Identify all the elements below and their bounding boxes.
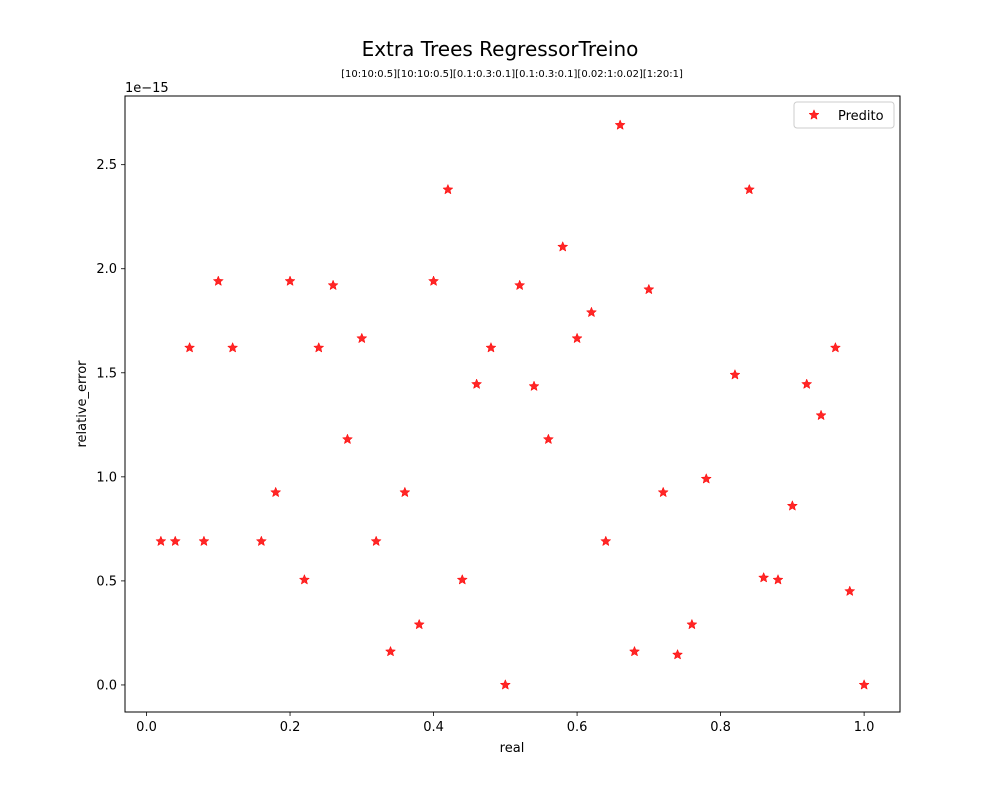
data-point-star xyxy=(643,283,655,295)
data-point-star xyxy=(844,585,856,597)
x-tick-label: 1.0 xyxy=(854,720,875,735)
data-point-star xyxy=(557,241,569,252)
data-point-star xyxy=(212,275,224,286)
y-tick-label: 1.0 xyxy=(96,470,117,485)
data-point-star xyxy=(801,378,813,389)
data-point-star xyxy=(471,378,483,389)
data-point-star xyxy=(671,648,684,660)
x-tick-label: 0.4 xyxy=(423,720,444,735)
data-point-star xyxy=(786,500,798,511)
y-tick-label: 2.0 xyxy=(96,262,117,277)
y-tick-label: 2.5 xyxy=(96,158,117,173)
legend-marker-star-icon xyxy=(808,109,820,120)
data-point-star xyxy=(270,486,282,498)
x-tick-label: 0.2 xyxy=(280,720,301,735)
data-point-star xyxy=(370,535,382,547)
data-point-star xyxy=(829,341,841,353)
data-point-star xyxy=(585,306,598,318)
data-point-star xyxy=(198,535,210,547)
y-tick-label: 1.5 xyxy=(96,366,117,381)
data-point-star xyxy=(384,645,397,657)
data-point-star xyxy=(155,535,167,547)
data-point-star xyxy=(456,573,468,585)
data-points xyxy=(155,119,870,690)
x-tick-label: 0.6 xyxy=(567,720,588,735)
data-point-star xyxy=(313,341,325,353)
data-point-star xyxy=(227,341,239,353)
data-point-star xyxy=(399,486,411,498)
data-point-star xyxy=(743,183,755,195)
x-axis-label: real xyxy=(500,741,525,756)
data-point-star xyxy=(815,409,827,421)
x-tick-label: 0.0 xyxy=(136,720,157,735)
data-point-star xyxy=(255,535,267,547)
y-axis-ticks: 0.0 0.5 1.0 1.5 2.0 2.5 xyxy=(96,158,125,693)
data-point-star xyxy=(858,679,870,690)
data-point-star xyxy=(499,679,511,690)
data-point-star xyxy=(700,473,712,484)
chart-title: Extra Trees RegressorTreino xyxy=(362,37,639,61)
data-point-star xyxy=(628,645,641,657)
data-point-star xyxy=(284,275,296,286)
data-point-star xyxy=(614,119,626,130)
plot-area-frame xyxy=(124,95,901,713)
data-point-star xyxy=(600,535,612,547)
data-point-star xyxy=(298,573,310,585)
data-point-star xyxy=(327,279,339,291)
legend: Predito xyxy=(793,101,895,129)
data-point-star xyxy=(729,368,741,380)
data-point-star xyxy=(542,433,554,445)
data-point-star xyxy=(356,332,368,344)
data-point-star xyxy=(427,275,440,286)
data-point-star xyxy=(485,341,497,353)
x-tick-label: 0.8 xyxy=(710,720,731,735)
chart-subtitle: [10:10:0.5][10:10:0.5][0.1:0.3:0.1][0.1:… xyxy=(341,69,683,80)
data-point-star xyxy=(758,571,770,583)
data-point-star xyxy=(772,573,784,585)
y-axis-label: relative_error xyxy=(75,360,90,448)
data-point-star xyxy=(571,332,583,344)
data-point-star xyxy=(514,279,526,291)
data-point-star xyxy=(413,618,425,630)
data-point-star xyxy=(169,535,181,547)
y-axis-offset-label: 1e−15 xyxy=(125,81,169,96)
data-point-star xyxy=(341,433,354,445)
y-tick-label: 0.0 xyxy=(96,678,117,693)
y-tick-label: 0.5 xyxy=(96,574,117,589)
data-point-star xyxy=(184,341,196,353)
legend-box xyxy=(793,101,895,129)
x-axis-ticks: 0.0 0.2 0.4 0.6 0.8 1.0 xyxy=(136,712,874,735)
data-point-star xyxy=(657,486,669,498)
data-point-star xyxy=(442,183,454,195)
data-point-star xyxy=(528,380,540,392)
data-point-star xyxy=(686,618,698,630)
legend-label: Predito xyxy=(838,109,884,124)
